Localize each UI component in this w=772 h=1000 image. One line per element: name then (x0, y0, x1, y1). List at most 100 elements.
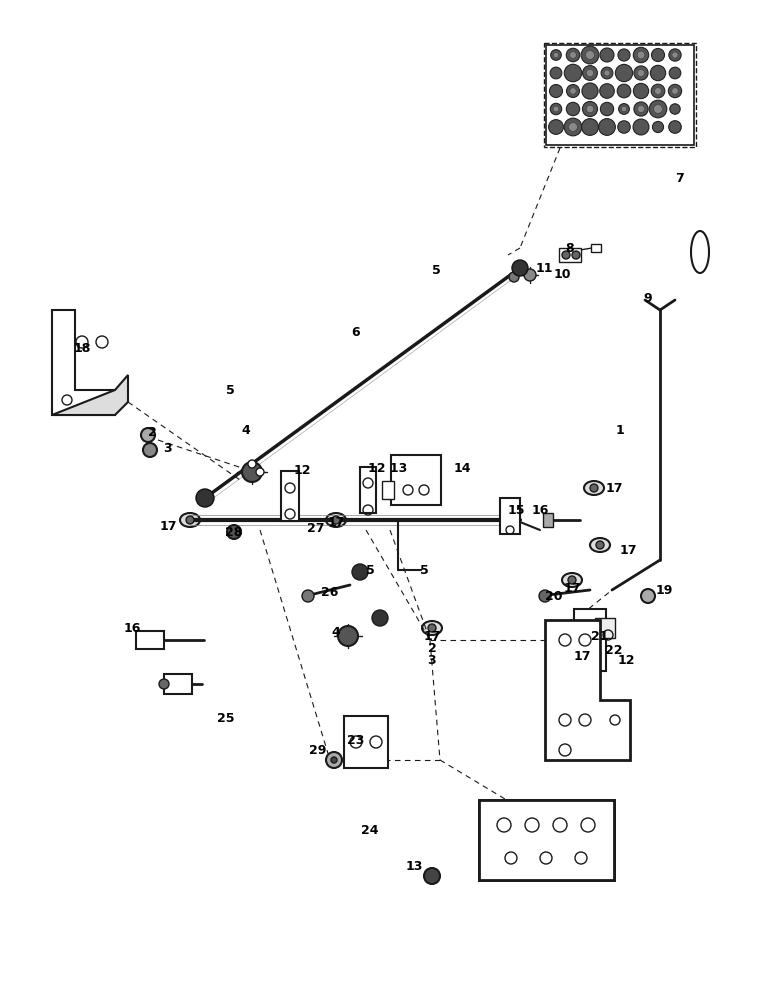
Text: 21: 21 (591, 630, 609, 643)
Polygon shape (52, 310, 115, 415)
Bar (164, 674, 192, 694)
Circle shape (601, 67, 613, 79)
Circle shape (428, 624, 436, 632)
Circle shape (539, 590, 551, 602)
Text: 27: 27 (307, 522, 325, 534)
Circle shape (634, 102, 648, 116)
Circle shape (186, 516, 194, 524)
Circle shape (669, 121, 682, 133)
Text: 7: 7 (676, 172, 684, 184)
Bar (479, 800, 614, 880)
Circle shape (669, 84, 682, 98)
Text: 5: 5 (420, 564, 428, 576)
Text: 12: 12 (293, 464, 311, 477)
Text: 17: 17 (619, 544, 637, 556)
Circle shape (618, 121, 630, 133)
Circle shape (570, 52, 577, 58)
Circle shape (600, 84, 615, 98)
Circle shape (227, 525, 241, 539)
Circle shape (302, 590, 314, 602)
Circle shape (554, 106, 559, 112)
Circle shape (652, 121, 664, 133)
Circle shape (524, 269, 536, 281)
Bar (500, 498, 520, 534)
Text: 20: 20 (545, 589, 563, 602)
Circle shape (338, 626, 358, 646)
Circle shape (248, 460, 256, 468)
Circle shape (650, 65, 665, 81)
Circle shape (582, 101, 598, 117)
Circle shape (633, 47, 648, 63)
Ellipse shape (568, 641, 588, 655)
Circle shape (633, 83, 648, 99)
Circle shape (567, 85, 580, 97)
Polygon shape (545, 620, 630, 760)
Text: 28: 28 (225, 526, 242, 538)
Circle shape (600, 48, 614, 62)
Circle shape (568, 123, 577, 131)
Circle shape (649, 100, 667, 118)
Bar (281, 471, 299, 521)
Circle shape (633, 119, 649, 135)
Circle shape (672, 88, 679, 94)
Circle shape (638, 69, 645, 77)
Bar (136, 631, 164, 649)
Circle shape (641, 589, 655, 603)
Circle shape (566, 48, 580, 62)
Text: 17: 17 (564, 582, 581, 594)
Text: 5: 5 (366, 564, 374, 576)
Circle shape (598, 119, 615, 135)
Bar (391, 455, 441, 505)
Circle shape (424, 868, 440, 884)
Text: 1: 1 (615, 424, 625, 436)
Circle shape (581, 46, 599, 64)
Bar (559, 248, 581, 262)
Circle shape (651, 84, 665, 98)
Ellipse shape (180, 513, 200, 527)
Circle shape (141, 428, 155, 442)
Circle shape (655, 88, 662, 94)
Circle shape (617, 84, 631, 98)
Circle shape (652, 48, 665, 62)
Circle shape (352, 564, 368, 580)
Circle shape (554, 52, 559, 58)
Text: 12: 12 (618, 654, 635, 666)
Circle shape (509, 272, 519, 282)
Circle shape (583, 66, 598, 80)
Text: 16: 16 (531, 504, 549, 516)
Circle shape (331, 757, 337, 763)
Circle shape (586, 69, 594, 77)
Circle shape (582, 83, 598, 99)
Circle shape (621, 106, 627, 112)
Circle shape (550, 85, 563, 97)
Text: 8: 8 (566, 241, 574, 254)
Circle shape (256, 468, 264, 476)
Bar (543, 513, 553, 527)
Text: 4: 4 (242, 424, 250, 436)
Text: 10: 10 (554, 267, 571, 280)
Circle shape (564, 64, 582, 82)
Text: 22: 22 (605, 644, 623, 656)
Circle shape (601, 102, 614, 116)
Text: 15: 15 (507, 504, 525, 516)
Ellipse shape (584, 481, 604, 495)
Text: 25: 25 (217, 712, 235, 724)
Circle shape (568, 576, 576, 584)
Polygon shape (479, 800, 614, 880)
Text: 24: 24 (361, 824, 379, 836)
Circle shape (562, 251, 570, 259)
Circle shape (672, 52, 678, 58)
Circle shape (242, 462, 262, 482)
Text: 17: 17 (605, 482, 623, 494)
Circle shape (550, 103, 562, 115)
Bar (344, 716, 388, 768)
Text: 16: 16 (124, 621, 141, 635)
Circle shape (604, 70, 610, 76)
Circle shape (512, 260, 528, 276)
Circle shape (654, 105, 662, 113)
Text: 14: 14 (453, 462, 471, 475)
Ellipse shape (422, 621, 442, 635)
Text: 11: 11 (535, 261, 553, 274)
Circle shape (586, 105, 594, 113)
Ellipse shape (326, 513, 346, 527)
